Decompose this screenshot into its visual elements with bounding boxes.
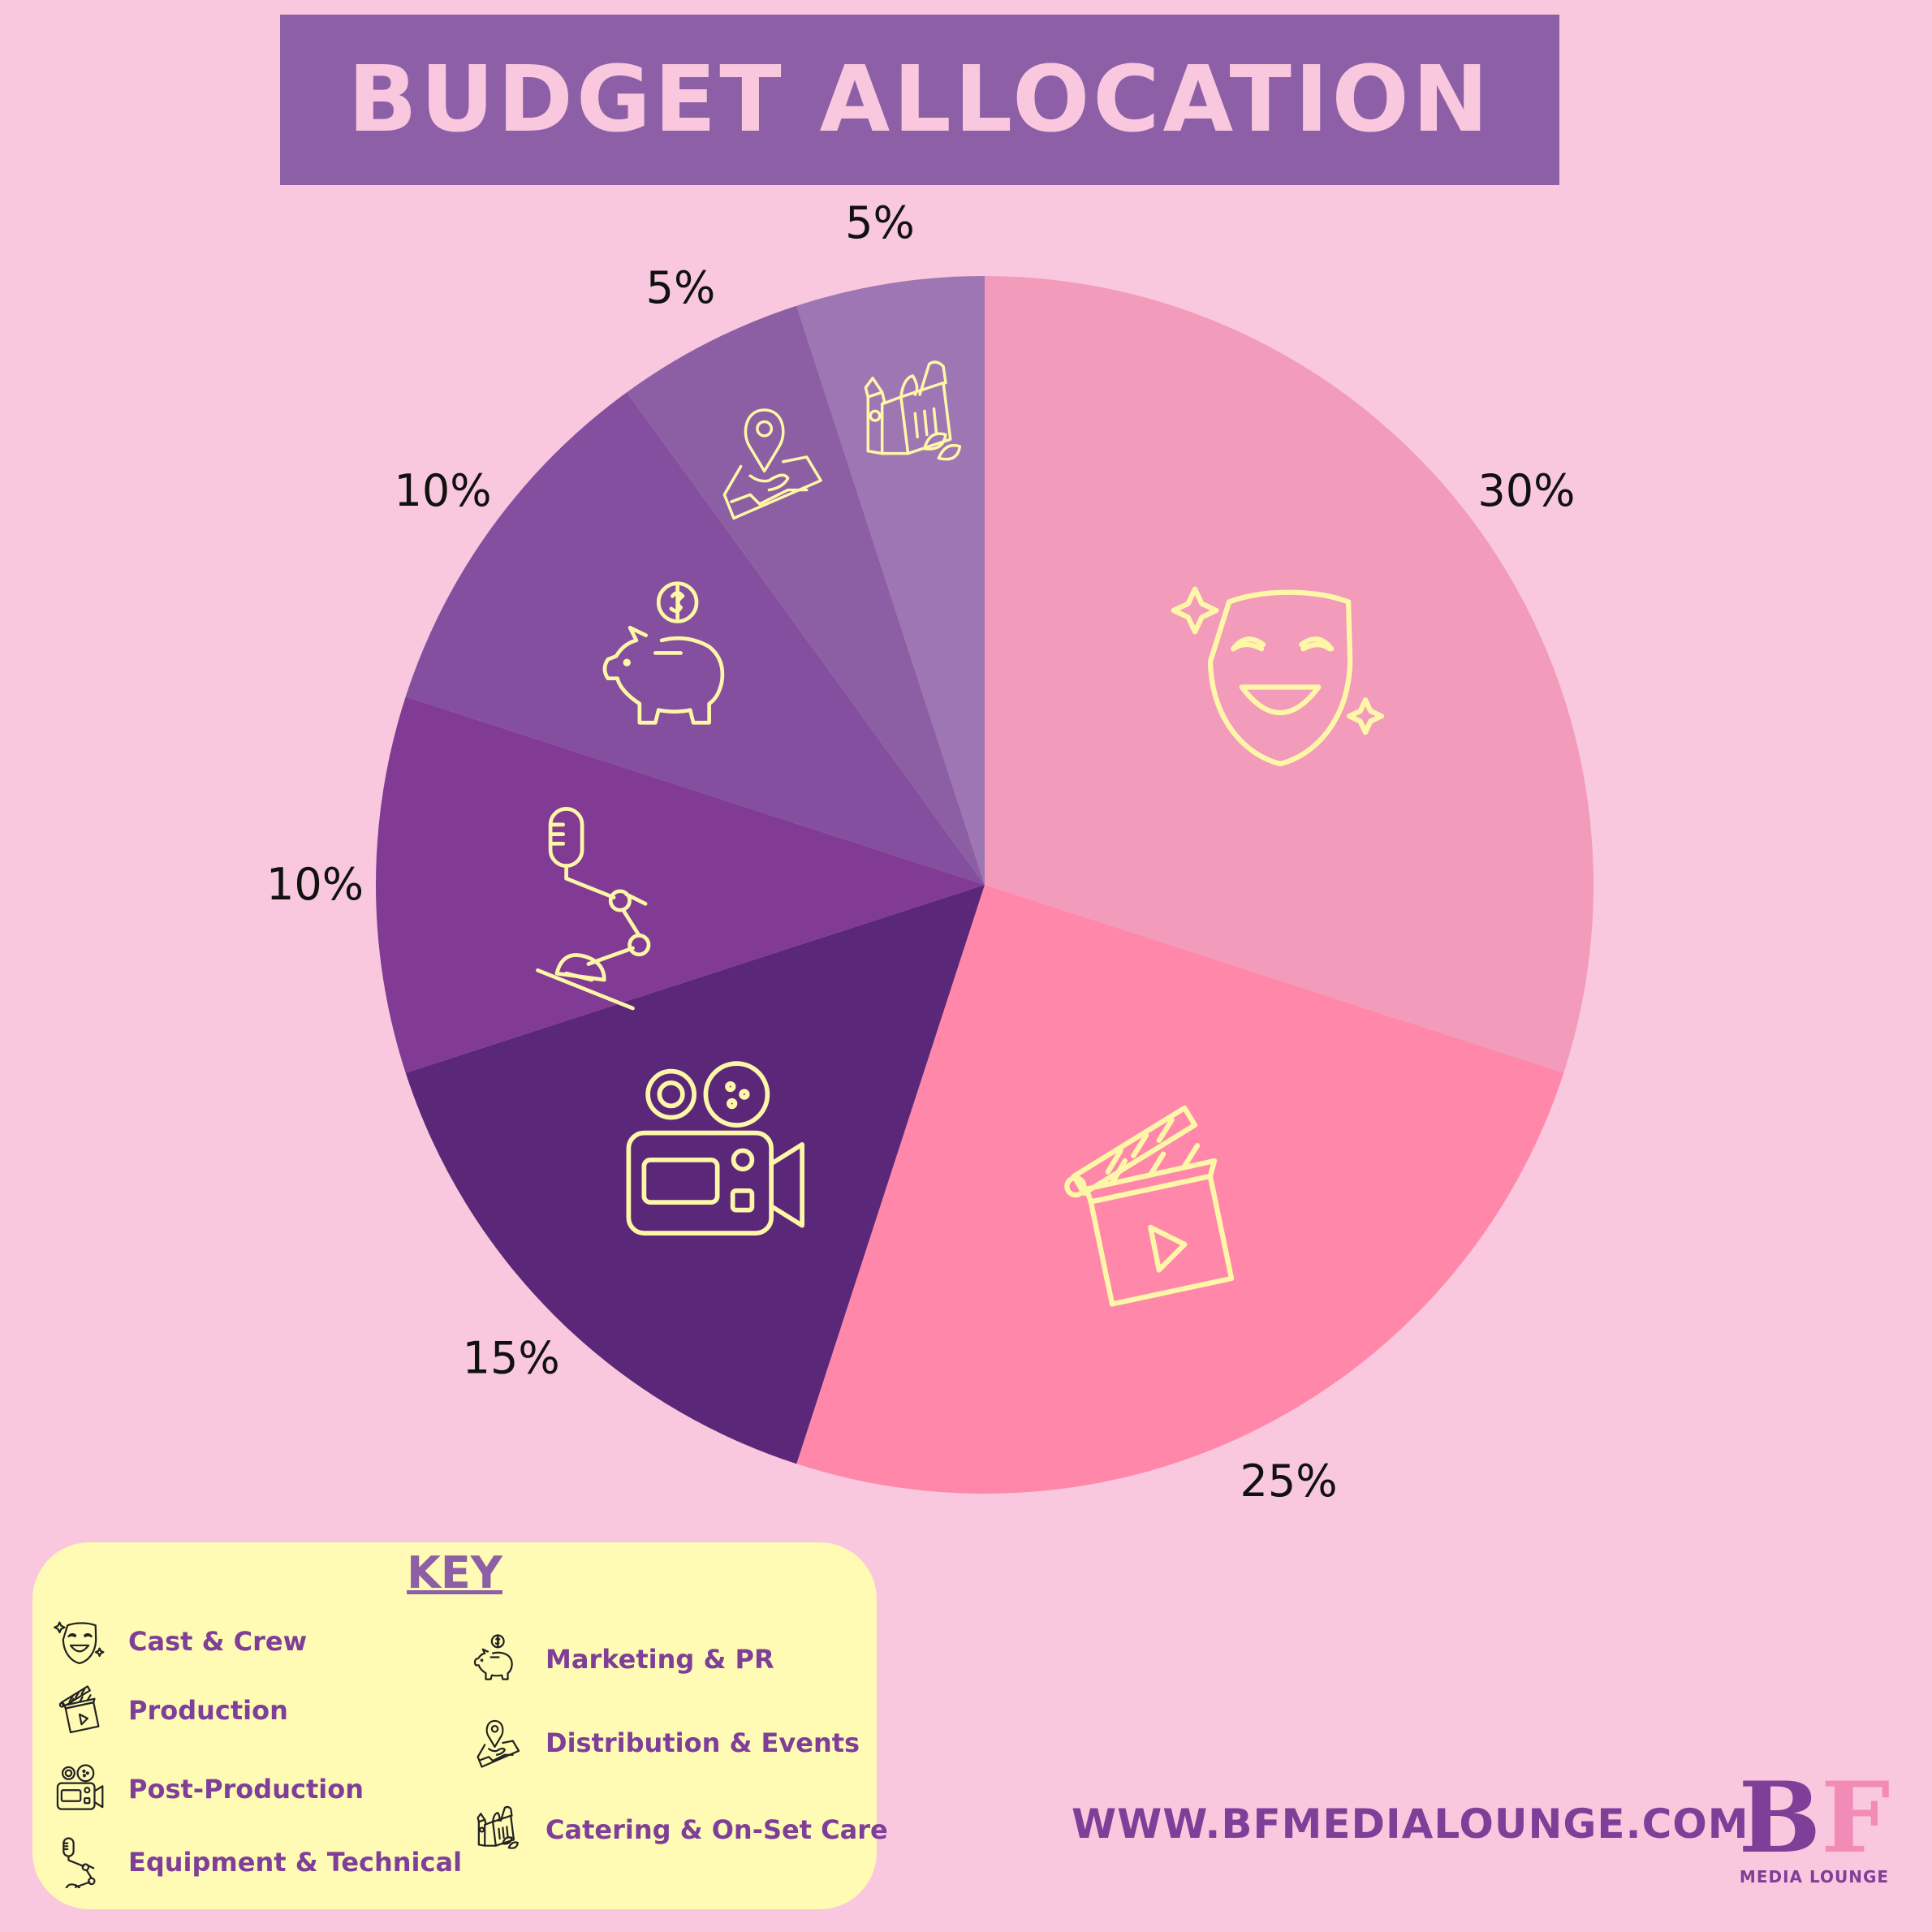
key-item-label: Marketing & PR <box>546 1644 774 1675</box>
theater-mask-icon <box>1171 586 1385 767</box>
key-item-label: Production <box>128 1695 288 1726</box>
slice-percent-label: 5% <box>646 262 716 313</box>
key-item: Equipment & Technical <box>54 1836 463 1903</box>
key-item: Marketing & PR <box>471 1633 774 1685</box>
key-item: Post-Production <box>54 1763 364 1815</box>
key-item: Catering & On-Set Care <box>471 1804 888 1856</box>
slice-percent-label: 30% <box>1477 465 1575 516</box>
theater-mask-icon <box>54 1615 106 1667</box>
grocery-bag-icon <box>471 1804 523 1856</box>
clapperboard-icon <box>1064 1105 1235 1307</box>
pie-slice-cast-crew <box>985 276 1593 1073</box>
key-title: KEY <box>407 1547 502 1598</box>
pie-slice-marketing-pr <box>405 392 985 885</box>
movie-camera-icon <box>626 1061 804 1236</box>
pie-slice-production <box>796 885 1564 1494</box>
microphone-stand-icon <box>536 807 651 1011</box>
key-item-label: Post-Production <box>128 1774 364 1805</box>
map-pin-icon <box>471 1717 523 1769</box>
pie-chart: 30% 25% 15% 10% 10% 5% 5% <box>266 197 1593 1507</box>
slice-percent-label: 10% <box>395 465 492 516</box>
key-item: Distribution & Events <box>471 1717 860 1769</box>
piggy-bank-icon <box>602 581 725 725</box>
pie-slice-equipment-technical <box>376 696 985 1073</box>
website-url[interactable]: WWW.BFMEDIALOUNGE.COM <box>1072 1800 1749 1848</box>
key-item-label: Equipment & Technical <box>128 1847 463 1878</box>
map-pin-icon <box>722 408 822 520</box>
brand-logo: BF MEDIA LOUNGE <box>1737 1770 1891 1891</box>
key-item-label: Cast & Crew <box>128 1626 308 1657</box>
title-banner: BUDGET ALLOCATION <box>280 15 1559 185</box>
microphone-stand-icon <box>54 1836 106 1903</box>
logo-mark: BF <box>1738 1761 1891 1875</box>
clapperboard-icon <box>54 1684 106 1736</box>
logo-subtitle: MEDIA LOUNGE <box>1739 1867 1890 1887</box>
key-item-label: Distribution & Events <box>546 1727 860 1758</box>
piggy-bank-icon <box>471 1633 523 1685</box>
pie-slice-post-production <box>405 885 985 1464</box>
key-item: Cast & Crew <box>54 1615 307 1667</box>
slice-percent-label: 25% <box>1240 1455 1338 1507</box>
slice-percent-label: 10% <box>266 859 364 910</box>
slice-percent-label: 15% <box>463 1332 560 1383</box>
grocery-bag-icon <box>864 360 962 461</box>
key-item: Production <box>54 1684 288 1736</box>
pie-slice-catering-on-set-care <box>796 276 985 885</box>
pie-slice-distribution-events <box>627 305 985 885</box>
key-item-label: Catering & On-Set Care <box>546 1814 888 1845</box>
movie-camera-icon <box>54 1763 106 1815</box>
page-title: BUDGET ALLOCATION <box>347 47 1492 153</box>
legend-key: KEY Cast & Crew Production Post-Producti… <box>32 1542 888 1909</box>
slice-percent-label: 5% <box>845 197 915 248</box>
